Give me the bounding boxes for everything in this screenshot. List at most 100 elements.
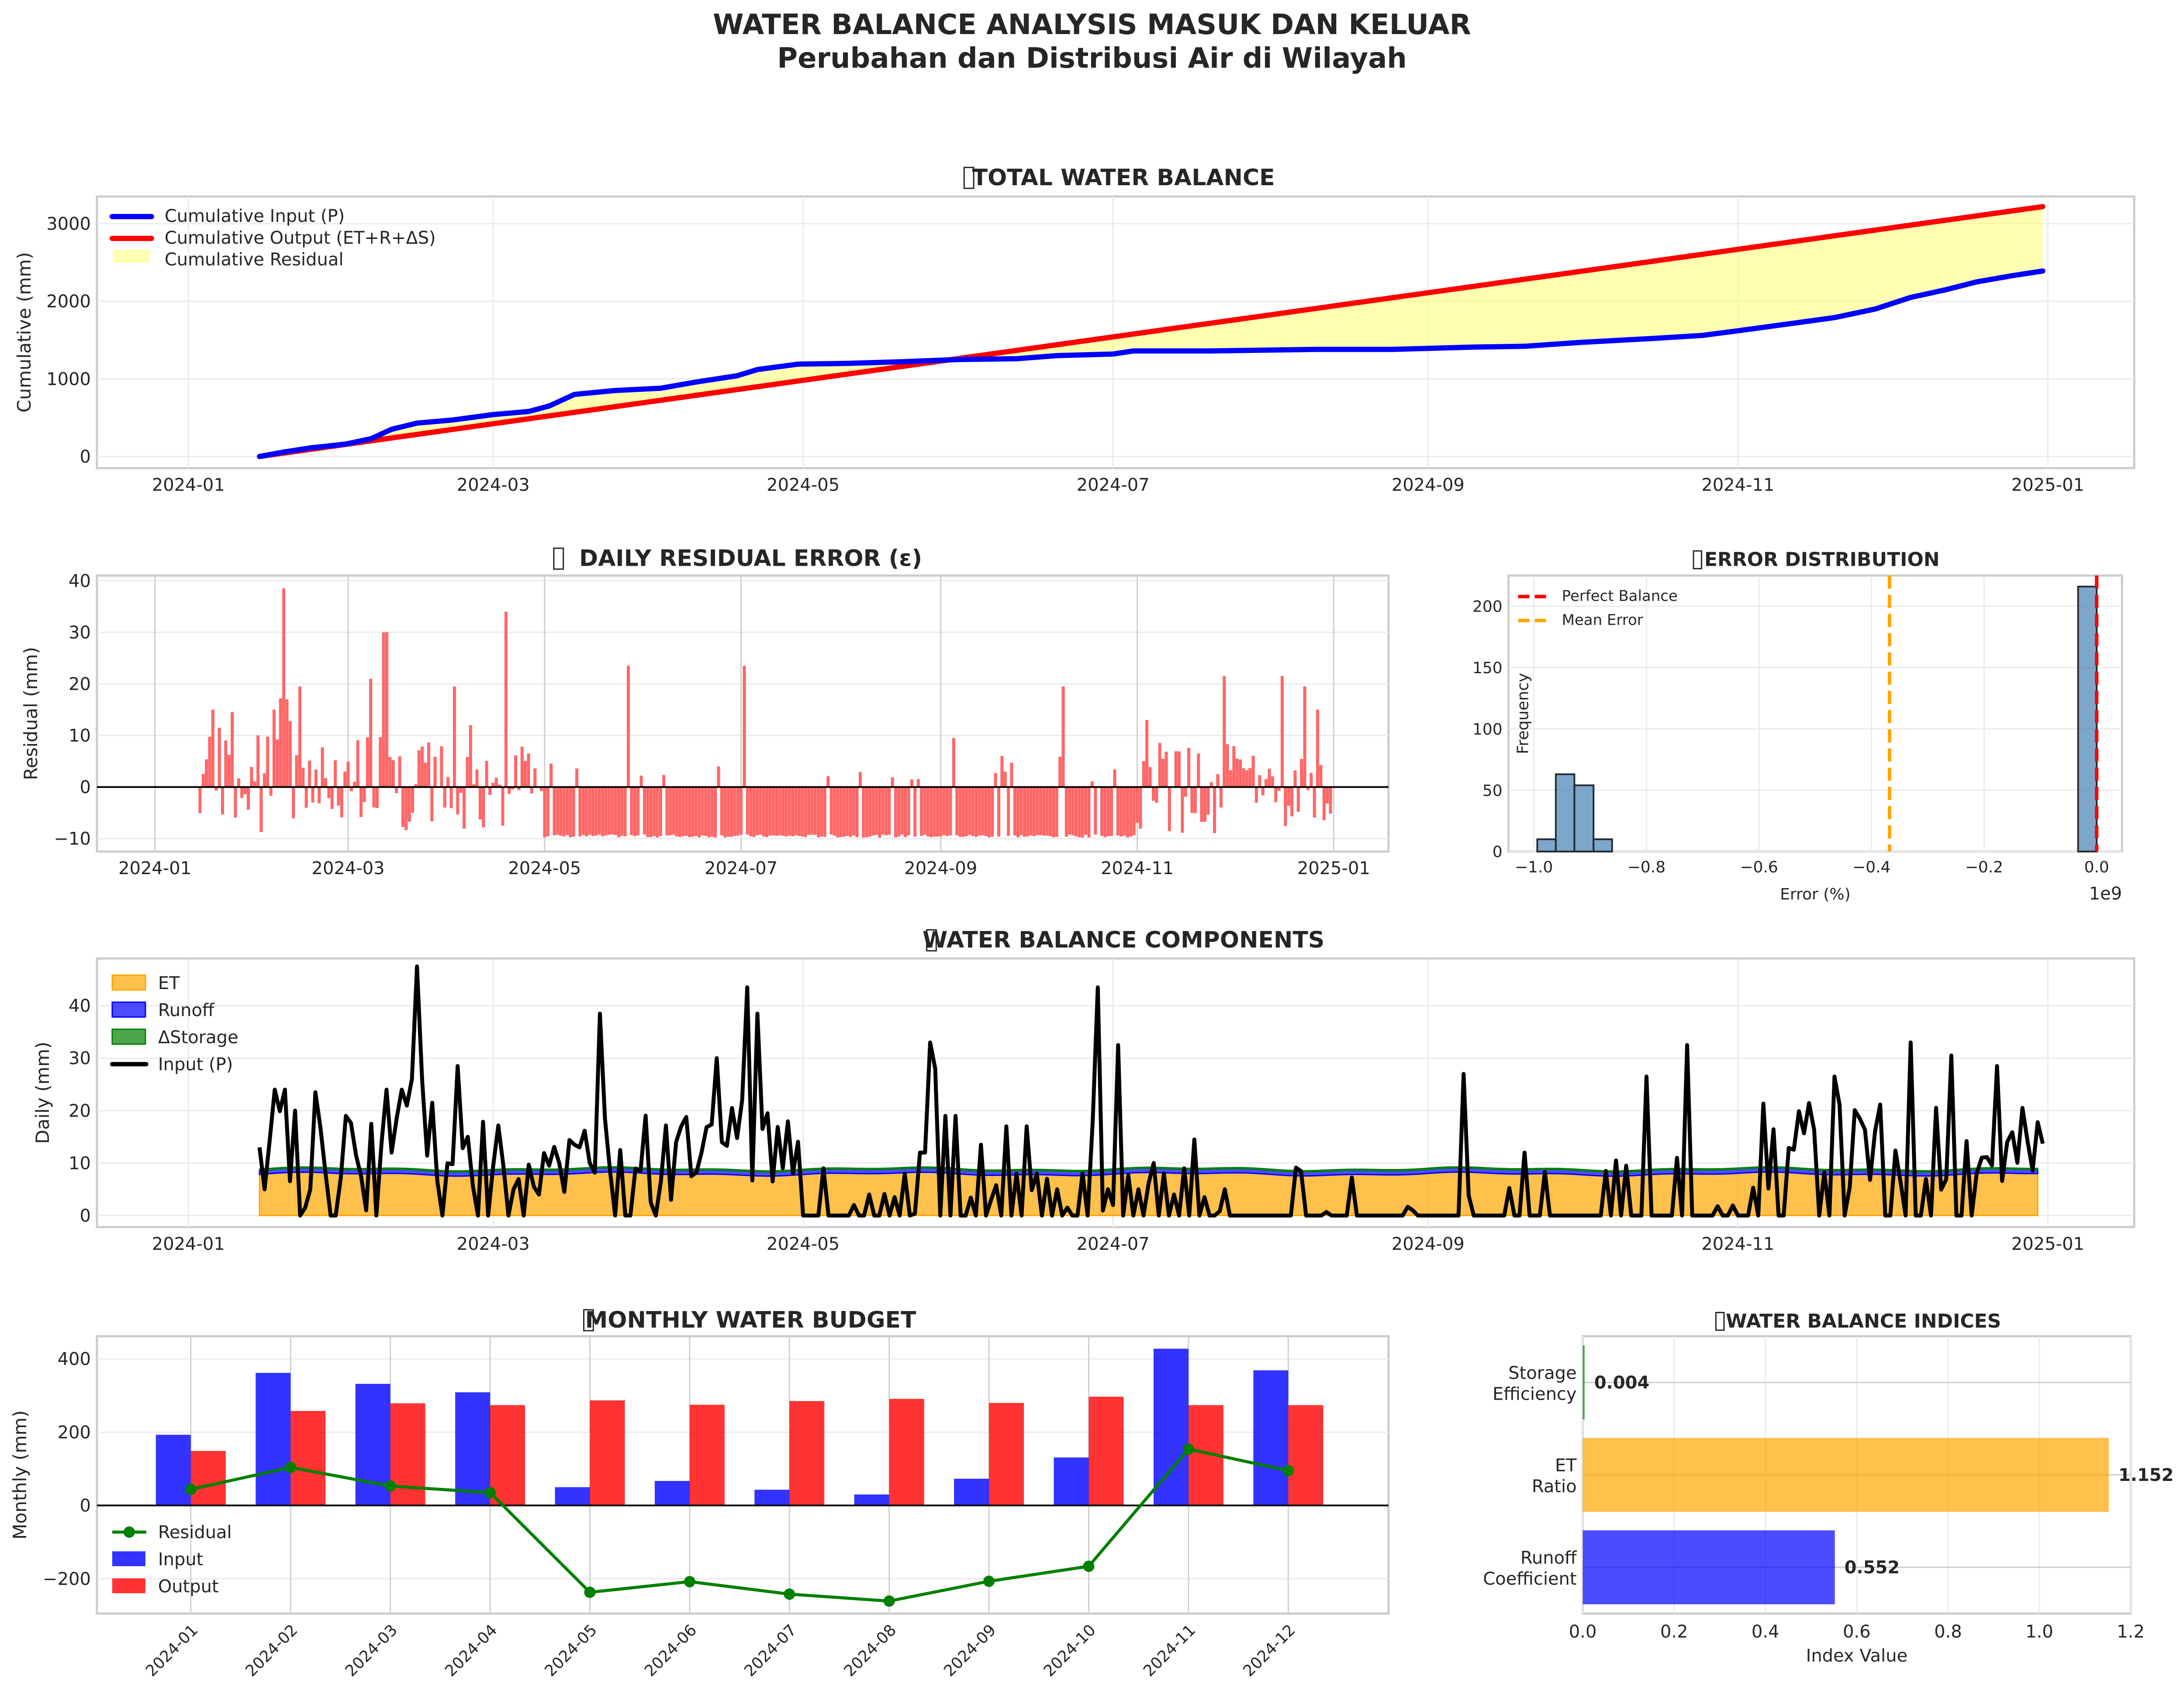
- residual-bar: [1155, 787, 1158, 803]
- residual-bar: [1007, 787, 1010, 836]
- x-axis-offset-label: 1e9: [2089, 884, 2122, 904]
- residual-point: [883, 1595, 895, 1607]
- residual-bar: [1258, 775, 1261, 787]
- residual-bar: [353, 782, 356, 787]
- residual-bar: [562, 787, 566, 837]
- y-axis-label: Residual (mm): [20, 647, 41, 780]
- residual-bar: [459, 787, 463, 793]
- residual-bar: [356, 740, 359, 787]
- residual-point: [484, 1487, 496, 1498]
- residual-bar: [1287, 787, 1290, 806]
- input-bar: [156, 1435, 191, 1506]
- residual-bar: [1277, 787, 1281, 791]
- residual-bar: [533, 768, 537, 787]
- residual-bar: [1293, 770, 1297, 787]
- residual-bar: [276, 739, 279, 787]
- residual-bar: [324, 778, 327, 787]
- residual-bar: [768, 787, 772, 836]
- residual-bar: [1136, 787, 1139, 823]
- residual-point: [1282, 1465, 1294, 1477]
- residual-bar: [1206, 787, 1210, 815]
- input-bar: [455, 1392, 491, 1506]
- residual-bar: [891, 777, 894, 787]
- index-value-label: 0.004: [1594, 1373, 1649, 1393]
- residual-bar: [1074, 787, 1078, 837]
- residual-bar: [1184, 787, 1187, 797]
- histogram-bar: [1593, 838, 1613, 853]
- residual-bar: [607, 787, 611, 835]
- residual-bar: [491, 782, 495, 787]
- residual-bar: [1200, 787, 1203, 822]
- legend-label-input: Input: [158, 1550, 204, 1570]
- residual-bar: [227, 754, 231, 787]
- residual-bar: [565, 787, 569, 835]
- residual-bar: [1313, 787, 1316, 818]
- residual-bar: [791, 787, 795, 837]
- residual-bar: [1013, 787, 1016, 836]
- cumulative-input-line: [257, 268, 2046, 459]
- residual-bar: [369, 678, 373, 787]
- title-icon: [553, 547, 564, 570]
- residual-bar: [330, 787, 334, 809]
- output-bar: [789, 1401, 825, 1506]
- residual-bar: [372, 787, 376, 808]
- residual-bar: [327, 787, 331, 798]
- residual-bar: [379, 737, 382, 787]
- residual-bar: [263, 773, 266, 787]
- x-axis-label: Error (%): [1780, 886, 1850, 903]
- y-tick-label: 2000: [46, 292, 91, 312]
- panel-title: WATER BALANCE COMPONENTS: [923, 927, 1324, 953]
- x-tick-label: 2024-12: [1240, 1621, 1299, 1680]
- y-tick-label: 0: [79, 1496, 90, 1516]
- residual-bar: [900, 787, 904, 835]
- residual-bar: [797, 787, 801, 836]
- residual-bar: [520, 747, 524, 787]
- residual-bar: [955, 787, 959, 836]
- residual-bar: [382, 632, 385, 787]
- residual-bar: [501, 787, 505, 826]
- residual-bar: [1045, 787, 1049, 836]
- residual-bar: [527, 753, 530, 787]
- residual-bar: [375, 787, 379, 808]
- residual-bar: [846, 787, 849, 836]
- residual-bar: [1126, 787, 1129, 838]
- residual-bar: [1019, 787, 1023, 835]
- residual-bar: [975, 787, 978, 837]
- residual-bar: [1052, 787, 1055, 837]
- figure-title-line-1: WATER BALANCE ANALYSIS MASUK DAN KELUAR: [713, 9, 1471, 41]
- residual-bar: [1158, 743, 1161, 787]
- residual-bar: [1048, 787, 1052, 837]
- residual-line: [190, 1447, 1289, 1603]
- y-tick-label: 0: [79, 1206, 90, 1226]
- x-tick-label: 2024-06: [641, 1621, 700, 1680]
- legend-label-residual: Cumulative Residual: [165, 250, 344, 270]
- x-tick-label: 2024-11: [1101, 858, 1174, 879]
- residual-bar: [1329, 787, 1332, 814]
- title-icon: [1715, 1311, 1725, 1331]
- residual-bar: [285, 699, 289, 787]
- daily-residual-panel: −10 0 10 20 30 40 2024-01 2024-03 2024-05 2024-07…: [20, 545, 1390, 879]
- residual-bar: [1029, 787, 1033, 836]
- residual-bar: [601, 787, 605, 837]
- x-tick-label: 0.0: [2084, 858, 2109, 876]
- figure-title-line-2: Perubahan dan Distribusi Air di Wilayah: [777, 42, 1407, 75]
- residual-bar: [829, 787, 833, 835]
- residual-bar: [334, 760, 337, 787]
- residual-bar: [363, 787, 366, 802]
- residual-bar: [404, 787, 408, 830]
- residual-bar: [1232, 746, 1236, 787]
- y-tick-label: 30: [69, 623, 91, 643]
- residual-bar: [839, 787, 843, 837]
- y-tick-label-line1: Runoff: [1521, 1548, 1577, 1568]
- residual-bar: [946, 787, 949, 836]
- residual-bar: [707, 787, 711, 837]
- residual-bar: [1251, 756, 1255, 787]
- residual-bar: [1190, 787, 1194, 813]
- x-tick-label: 2024-02: [242, 1621, 301, 1680]
- residual-bar: [1010, 762, 1013, 787]
- residual-bar: [994, 773, 997, 787]
- residual-bar: [472, 784, 476, 787]
- residual-bar: [730, 787, 733, 837]
- residual-bar: [585, 787, 588, 837]
- x-tick-label: 2025-01: [1297, 858, 1370, 879]
